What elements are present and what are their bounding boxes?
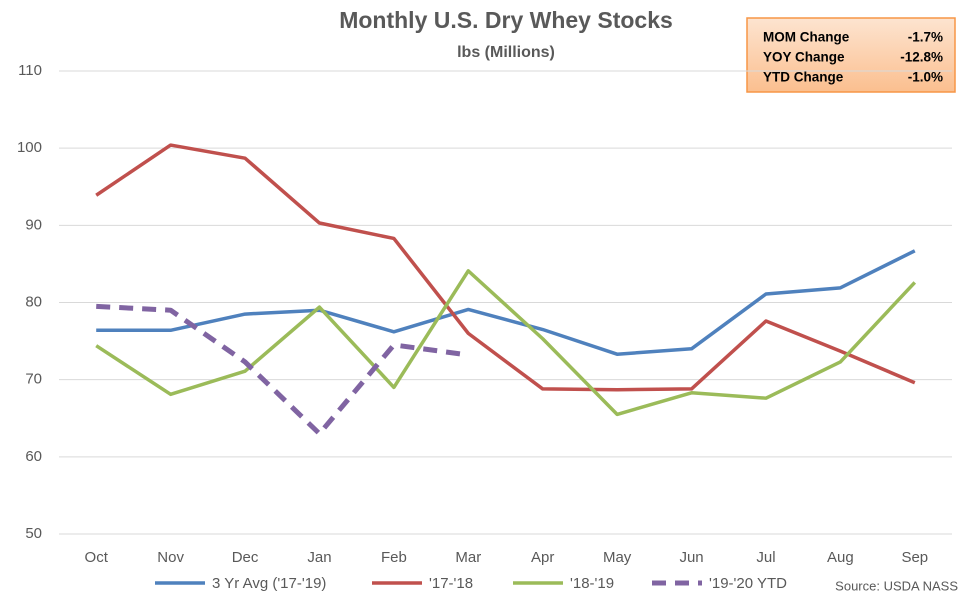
summary-label: MOM Change <box>763 30 850 45</box>
x-tick-label: Mar <box>455 549 481 566</box>
y-tick-label: 100 <box>17 139 42 156</box>
x-tick-label: Dec <box>232 549 259 566</box>
x-tick-label: Sep <box>901 549 928 566</box>
chart-subtitle: lbs (Millions) <box>457 44 555 61</box>
summary-label: YOY Change <box>763 50 845 65</box>
y-tick-label: 90 <box>25 216 42 233</box>
source: Source: USDA NASS <box>835 578 958 593</box>
x-tick-label: Feb <box>381 549 407 566</box>
chart-title: Monthly U.S. Dry Whey Stocks <box>339 7 673 33</box>
legend-label: 3 Yr Avg ('17-'19) <box>212 575 326 592</box>
y-tick-label: 80 <box>25 293 42 310</box>
summary-box: MOM Change -1.7% YOY Change -12.8% YTD Chang… <box>746 17 956 93</box>
y-tick-label: 60 <box>25 448 42 465</box>
summary-label: YTD Change <box>763 70 844 85</box>
x-tick-label: Aug <box>827 549 854 566</box>
y-tick-label: 70 <box>25 371 42 388</box>
x-tick-label: Jul <box>756 549 775 566</box>
legend-label: '17-'18 <box>429 575 473 592</box>
summary-value: -1.7% <box>908 30 943 45</box>
legend-label: '18-'19 <box>570 575 614 592</box>
x-tick-label: Oct <box>85 549 109 566</box>
x-tick-label: Jan <box>307 549 331 566</box>
x-tick-label: Nov <box>157 549 184 566</box>
summary-background <box>746 17 956 93</box>
series-line <box>96 303 469 437</box>
legend-label: '19-'20 YTD <box>709 575 787 592</box>
series-line <box>95 143 916 392</box>
y-tick-label: 110 <box>18 62 42 79</box>
y-tick-label: 50 <box>25 525 42 542</box>
x-tick-label: Apr <box>531 549 554 566</box>
summary-value: -1.0% <box>908 70 943 85</box>
x-tick-label: May <box>603 549 632 566</box>
series-line <box>95 269 917 417</box>
series-line <box>96 249 916 356</box>
summary-value: -12.8% <box>900 50 943 65</box>
x-tick-label: Jun <box>679 549 703 566</box>
